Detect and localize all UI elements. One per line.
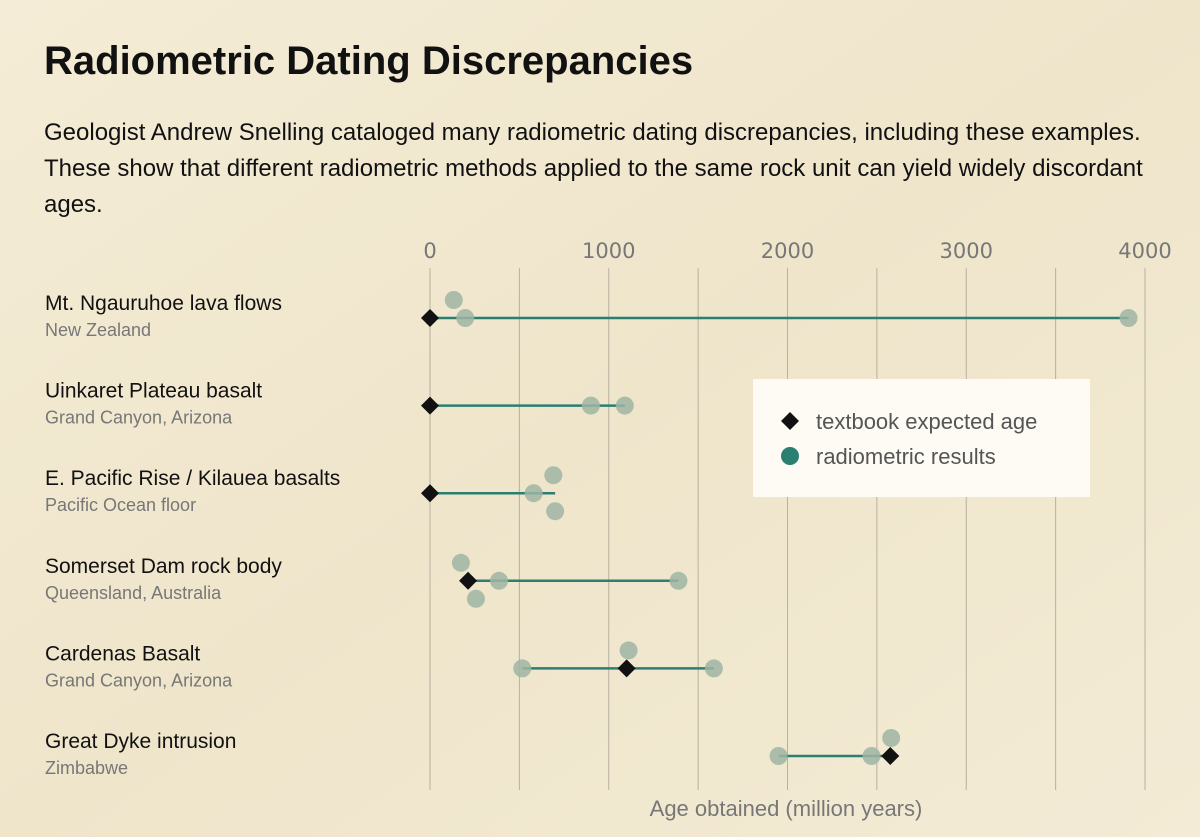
result-dot bbox=[1119, 309, 1138, 327]
row-name: E. Pacific Rise / Kilauea basalts bbox=[45, 467, 340, 490]
chart-title: Radiometric Dating Discrepancies bbox=[44, 39, 693, 83]
result-dot bbox=[882, 729, 901, 747]
x-tick-label: 3000 bbox=[940, 239, 993, 263]
expected-marker bbox=[881, 747, 900, 765]
result-dot bbox=[704, 659, 723, 678]
grid bbox=[429, 268, 1146, 790]
legend-box bbox=[753, 379, 1090, 497]
result-dot bbox=[444, 291, 463, 309]
expected-marker bbox=[421, 396, 439, 415]
expected-marker bbox=[459, 571, 478, 590]
result-dot bbox=[544, 466, 563, 485]
expected-marker bbox=[421, 309, 439, 327]
row-location: Queensland, Australia bbox=[45, 583, 222, 603]
result-dot bbox=[546, 502, 565, 521]
row-name: Cardenas Basalt bbox=[45, 642, 200, 665]
row-name: Great Dyke intrusion bbox=[45, 730, 236, 753]
result-dot bbox=[524, 484, 543, 503]
row-location: Pacific Ocean floor bbox=[45, 495, 196, 515]
row-location: New Zealand bbox=[45, 320, 151, 340]
result-dot bbox=[581, 396, 600, 415]
result-dot bbox=[451, 553, 470, 572]
row-name: Mt. Ngauruhoe lava flows bbox=[45, 292, 282, 315]
legend-label: radiometric results bbox=[816, 444, 996, 469]
row-name: Somerset Dam rock body bbox=[45, 555, 282, 578]
result-dot bbox=[669, 571, 688, 590]
x-tick-label: 4000 bbox=[1118, 239, 1171, 263]
result-dot bbox=[862, 747, 881, 765]
result-dot bbox=[466, 589, 485, 608]
x-tick-label: 1000 bbox=[582, 239, 635, 263]
x-tick-label: 0 bbox=[423, 239, 436, 263]
row-location: Grand Canyon, Arizona bbox=[45, 408, 233, 428]
x-tick-label: 2000 bbox=[761, 239, 814, 263]
row-name: Uinkaret Plateau basalt bbox=[45, 380, 262, 403]
result-dot bbox=[513, 659, 532, 678]
legend: textbook expected age radiometric result… bbox=[753, 379, 1090, 497]
expected-marker bbox=[617, 659, 636, 678]
result-dot bbox=[489, 571, 508, 590]
x-axis-label: Age obtained (million years) bbox=[650, 796, 923, 821]
result-dot bbox=[615, 396, 634, 415]
row-location: Grand Canyon, Arizona bbox=[45, 670, 233, 690]
result-dot bbox=[769, 747, 788, 765]
result-dot bbox=[456, 309, 475, 327]
expected-marker bbox=[421, 484, 439, 503]
row-location: Zimbabwe bbox=[45, 758, 128, 778]
legend-label: textbook expected age bbox=[816, 409, 1037, 434]
legend-marker bbox=[781, 447, 799, 465]
chart-subtitle: Geologist Andrew Snelling cataloged many… bbox=[44, 119, 1143, 218]
result-dot bbox=[619, 641, 638, 660]
legend-marker bbox=[781, 412, 799, 430]
